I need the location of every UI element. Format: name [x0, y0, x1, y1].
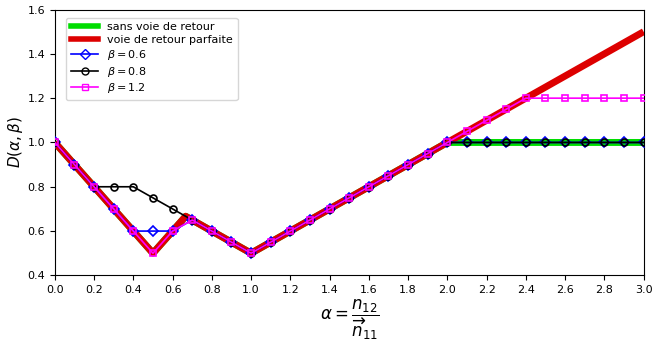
$\beta = 1.2$ [208, 229, 216, 233]
$\beta = 0.6$ [51, 140, 59, 144]
$\beta = 0.8$ [365, 185, 373, 189]
$\beta = 1.2$ [149, 251, 157, 255]
$\beta = 0.8$ [90, 185, 98, 189]
$\beta = 0.6$ [384, 174, 392, 178]
$\beta = 1.2$ [266, 240, 274, 244]
$\beta = 0.6$ [365, 185, 373, 189]
$\beta = 1.2$ [424, 151, 432, 156]
X-axis label: $\alpha = \dfrac{n_{12}}{\overrightarrow{n}_{11}}$: $\alpha = \dfrac{n_{12}}{\overrightarrow… [320, 298, 379, 342]
$\beta = 0.6$ [463, 140, 471, 144]
Line: $\beta = 0.8$: $\beta = 0.8$ [51, 139, 647, 257]
$\beta = 0.8$ [266, 240, 274, 244]
$\beta = 0.8$ [345, 196, 353, 200]
$\beta = 0.8$ [384, 174, 392, 178]
$\beta = 0.8$ [463, 140, 471, 144]
$\beta = 0.6$ [640, 140, 647, 144]
$\beta = 0.8$ [208, 229, 216, 233]
$\beta = 0.8$ [542, 140, 549, 144]
$\beta = 0.8$ [502, 140, 510, 144]
$\beta = 0.6$ [208, 229, 216, 233]
$\beta = 0.8$ [581, 140, 589, 144]
$\beta = 1.2$ [286, 229, 294, 233]
$\beta = 1.2$ [168, 229, 176, 233]
$\beta = 0.6$ [326, 207, 334, 211]
$\beta = 0.6$ [130, 229, 138, 233]
$\beta = 1.2$ [542, 96, 549, 100]
$\beta = 0.6$ [90, 185, 98, 189]
Legend: sans voie de retour, voie de retour parfaite, $\beta = 0.6$, $\beta = 0.8$, $\be: sans voie de retour, voie de retour parf… [66, 18, 238, 100]
$\beta = 0.8$ [306, 218, 314, 222]
$\beta = 1.2$ [561, 96, 569, 100]
$\beta = 0.6$ [620, 140, 628, 144]
$\beta = 0.8$ [149, 196, 157, 200]
$\beta = 0.6$ [581, 140, 589, 144]
Line: $\beta = 0.6$: $\beta = 0.6$ [51, 139, 647, 257]
$\beta = 0.6$ [306, 218, 314, 222]
Y-axis label: $D(\alpha, \beta)$: $D(\alpha, \beta)$ [5, 117, 24, 168]
$\beta = 1.2$ [188, 218, 196, 222]
$\beta = 1.2$ [228, 240, 236, 244]
$\beta = 0.8$ [188, 218, 196, 222]
$\beta = 0.6$ [247, 251, 255, 255]
$\beta = 1.2$ [110, 207, 118, 211]
$\beta = 0.8$ [483, 140, 491, 144]
$\beta = 0.8$ [561, 140, 569, 144]
$\beta = 1.2$ [620, 96, 628, 100]
$\beta = 1.2$ [640, 96, 647, 100]
$\beta = 1.2$ [70, 163, 78, 167]
$\beta = 1.2$ [247, 251, 255, 255]
$\beta = 0.8$ [168, 207, 176, 211]
$\beta = 0.6$ [149, 229, 157, 233]
$\beta = 0.8$ [326, 207, 334, 211]
$\beta = 0.8$ [640, 140, 647, 144]
$\beta = 1.2$ [306, 218, 314, 222]
$\beta = 0.6$ [502, 140, 510, 144]
$\beta = 1.2$ [463, 129, 471, 134]
$\beta = 0.8$ [424, 151, 432, 156]
$\beta = 0.6$ [286, 229, 294, 233]
$\beta = 1.2$ [90, 185, 98, 189]
$\beta = 1.2$ [130, 229, 138, 233]
$\beta = 0.8$ [70, 163, 78, 167]
$\beta = 1.2$ [581, 96, 589, 100]
$\beta = 0.8$ [404, 163, 412, 167]
$\beta = 1.2$ [522, 96, 530, 100]
$\beta = 0.8$ [51, 140, 59, 144]
$\beta = 0.6$ [70, 163, 78, 167]
$\beta = 1.2$ [483, 118, 491, 122]
$\beta = 0.8$ [130, 185, 138, 189]
$\beta = 1.2$ [345, 196, 353, 200]
$\beta = 0.6$ [561, 140, 569, 144]
$\beta = 0.6$ [228, 240, 236, 244]
$\beta = 0.6$ [404, 163, 412, 167]
$\beta = 0.8$ [286, 229, 294, 233]
$\beta = 1.2$ [51, 140, 59, 144]
$\beta = 0.6$ [601, 140, 609, 144]
$\beta = 1.2$ [384, 174, 392, 178]
$\beta = 0.8$ [522, 140, 530, 144]
$\beta = 0.8$ [110, 185, 118, 189]
$\beta = 0.8$ [247, 251, 255, 255]
$\beta = 0.6$ [443, 140, 451, 144]
$\beta = 0.6$ [424, 151, 432, 156]
$\beta = 1.2$ [365, 185, 373, 189]
$\beta = 0.8$ [620, 140, 628, 144]
$\beta = 0.6$ [110, 207, 118, 211]
$\beta = 1.2$ [502, 107, 510, 111]
$\beta = 0.6$ [168, 229, 176, 233]
$\beta = 0.6$ [266, 240, 274, 244]
$\beta = 0.8$ [443, 140, 451, 144]
$\beta = 0.8$ [228, 240, 236, 244]
$\beta = 1.2$ [326, 207, 334, 211]
$\beta = 0.6$ [188, 218, 196, 222]
$\beta = 0.8$ [601, 140, 609, 144]
$\beta = 0.6$ [542, 140, 549, 144]
$\beta = 1.2$ [404, 163, 412, 167]
$\beta = 0.6$ [483, 140, 491, 144]
Line: $\beta = 1.2$: $\beta = 1.2$ [51, 95, 647, 257]
$\beta = 0.6$ [345, 196, 353, 200]
$\beta = 1.2$ [601, 96, 609, 100]
$\beta = 1.2$ [443, 140, 451, 144]
$\beta = 0.6$ [522, 140, 530, 144]
